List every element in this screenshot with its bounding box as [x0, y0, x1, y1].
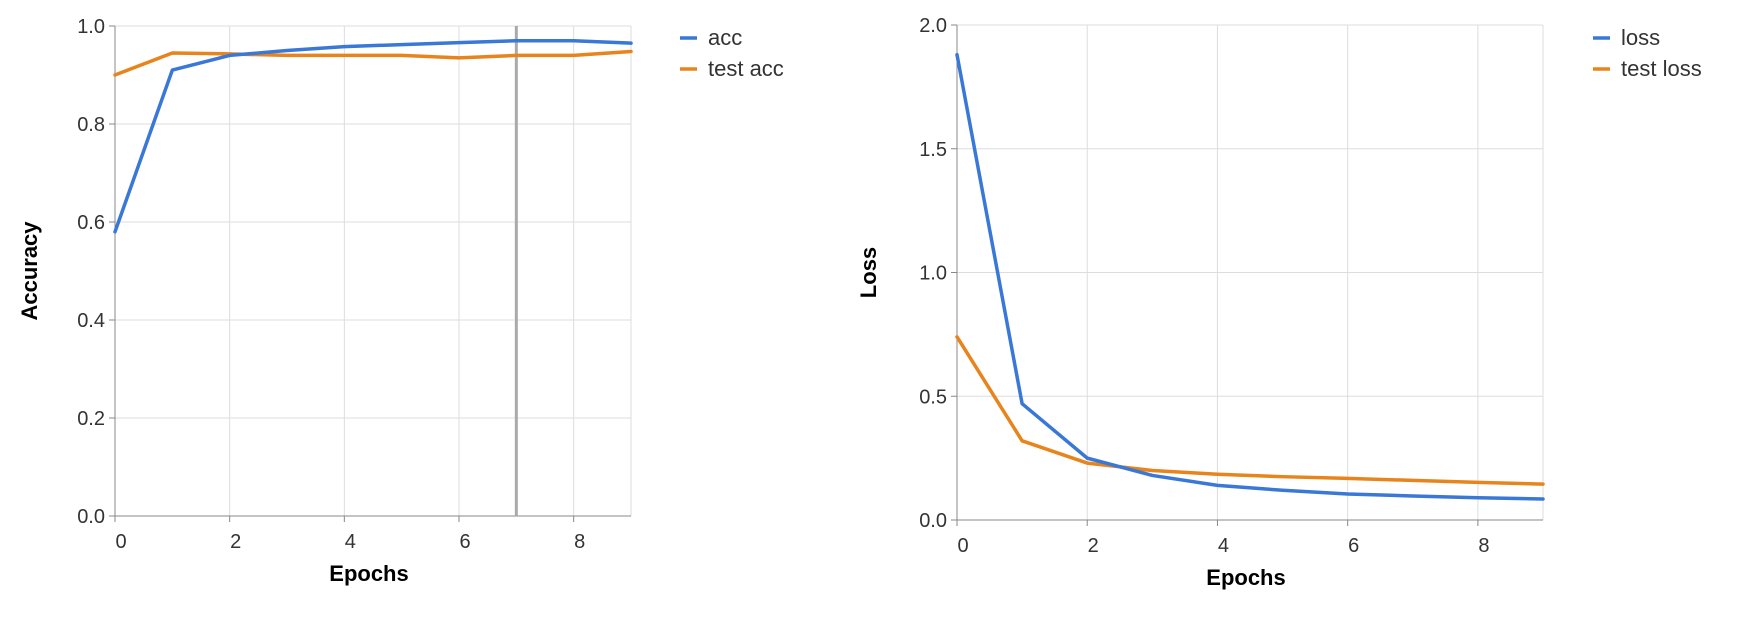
y-tick-label: 1.5 — [919, 139, 947, 161]
y-tick-label: 2.0 — [919, 15, 947, 37]
y-tick-label: 0.2 — [77, 408, 105, 430]
x-tick-label: 0 — [115, 531, 126, 553]
x-tick-label: 4 — [345, 531, 356, 553]
x-tick-label: 8 — [574, 531, 585, 553]
series-line-acc[interactable] — [113, 38, 633, 234]
x-tick-label: 6 — [459, 531, 470, 553]
y-tick-label: 0.0 — [77, 506, 105, 528]
x-tick-label: 4 — [1218, 535, 1229, 557]
legend-label[interactable]: test acc — [708, 56, 784, 81]
y-tick-label: 0.6 — [77, 212, 105, 234]
x-tick-label: 0 — [957, 535, 968, 557]
series-line-loss[interactable] — [955, 52, 1545, 501]
legend-label[interactable]: test loss — [1621, 56, 1702, 81]
x-tick-label: 2 — [230, 531, 241, 553]
y-axis-title: Accuracy — [17, 221, 42, 321]
loss-chart: 0.0 0.5 1.0 1.5 2.0 0 2 4 6 8 Epochs Loss loss test l… — [856, 15, 1702, 590]
x-tick-label: 8 — [1478, 535, 1489, 557]
y-tick-label: 0.4 — [77, 310, 105, 332]
x-axis-title: Epochs — [329, 561, 408, 586]
y-tick-label: 0.8 — [77, 114, 105, 136]
series-line-test-acc[interactable] — [113, 49, 633, 77]
accuracy-chart: 0.0 0.2 0.4 0.6 0.8 1.0 0 2 4 6 8 Epochs Accuracy acc… — [17, 16, 784, 586]
legend-label[interactable]: acc — [708, 25, 742, 50]
y-tick-label: 0.5 — [919, 386, 947, 408]
x-tick-label: 6 — [1348, 535, 1359, 557]
legend-label[interactable]: loss — [1621, 25, 1660, 50]
y-axis-title: Loss — [856, 247, 881, 298]
x-tick-label: 2 — [1088, 535, 1099, 557]
y-tick-label: 1.0 — [77, 16, 105, 38]
y-tick-label: 0.0 — [919, 510, 947, 532]
series-line-test-loss[interactable] — [955, 335, 1545, 486]
x-axis-title: Epochs — [1206, 565, 1285, 590]
y-tick-label: 1.0 — [919, 263, 947, 285]
